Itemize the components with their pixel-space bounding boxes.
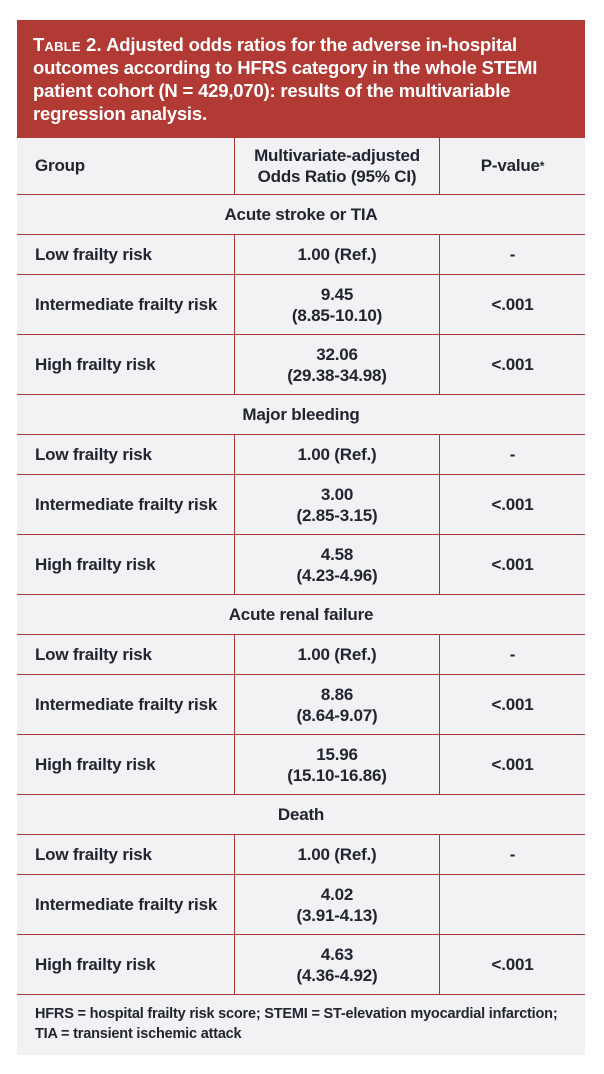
table-row: Low frailty risk 1.00 (Ref.) - (17, 235, 585, 275)
row-odds-ratio: 1.00 (Ref.) (235, 235, 440, 274)
row-pvalue: <.001 (491, 754, 534, 774)
table-row: Low frailty risk 1.00 (Ref.) - (17, 835, 585, 875)
row-odds-ratio: 8.86 (8.64-9.07) (235, 675, 440, 734)
section-header-renal: Acute renal failure (17, 595, 585, 635)
odds-ratio-ci: (8.64-9.07) (296, 705, 378, 725)
table-row: High frailty risk 4.58 (4.23-4.96) <.001 (17, 535, 585, 595)
table-header-row: Group Multivariate-adjusted Odds Ratio (… (17, 138, 585, 195)
row-group-label: Intermediate frailty risk (17, 275, 235, 334)
odds-ratio-value: 4.58 (320, 544, 354, 564)
odds-ratio-ci: (4.36-4.92) (296, 965, 378, 985)
row-odds-ratio: 4.02 (3.91-4.13) (235, 875, 440, 934)
odds-ratio-value: 32.06 (316, 344, 358, 364)
table-row: Intermediate frailty risk 4.02 (3.91-4.1… (17, 875, 585, 935)
table-row: Intermediate frailty risk 3.00 (2.85-3.1… (17, 475, 585, 535)
column-header-odds-ratio: Multivariate-adjusted Odds Ratio (95% CI… (235, 138, 440, 194)
row-odds-ratio: 4.63 (4.36-4.92) (235, 935, 440, 994)
odds-ratio-value: 8.86 (320, 684, 354, 704)
odds-ratio-value: 15.96 (316, 744, 358, 764)
row-odds-ratio: 4.58 (4.23-4.96) (235, 535, 440, 594)
odds-ratio-value: 4.63 (320, 944, 354, 964)
table-title-text: Adjusted odds ratios for the adverse in-… (33, 34, 538, 124)
row-group-label: High frailty risk (17, 335, 235, 394)
row-group-label: High frailty risk (17, 735, 235, 794)
table-row: Intermediate frailty risk 8.86 (8.64-9.0… (17, 675, 585, 735)
odds-ratio-ci: (15.10-16.86) (287, 765, 387, 785)
odds-ratio-ci: (4.23-4.96) (296, 565, 378, 585)
section-header-death: Death (17, 795, 585, 835)
row-pvalue: <.001 (491, 354, 534, 374)
row-pvalue: <.001 (491, 694, 534, 714)
table-row: Intermediate frailty risk 9.45 (8.85-10.… (17, 275, 585, 335)
row-group-label: Intermediate frailty risk (17, 875, 235, 934)
row-group-label: High frailty risk (17, 535, 235, 594)
odds-ratio-value: 9.45 (320, 284, 354, 304)
row-odds-ratio: 3.00 (2.85-3.15) (235, 475, 440, 534)
row-group-label: Low frailty risk (17, 835, 235, 874)
row-odds-ratio: 32.06 (29.38-34.98) (235, 335, 440, 394)
row-pvalue: <.001 (491, 494, 534, 514)
table-row: High frailty risk 32.06 (29.38-34.98) <.… (17, 335, 585, 395)
row-group-label: Low frailty risk (17, 435, 235, 474)
row-group-label: Low frailty risk (17, 235, 235, 274)
column-header-pvalue: P-value * (480, 156, 545, 175)
odds-ratio-ci: (29.38-34.98) (287, 365, 387, 385)
row-pvalue: - (509, 444, 516, 464)
odds-ratio-value: 1.00 (Ref.) (297, 645, 377, 664)
column-header-group: Group (17, 138, 235, 194)
row-odds-ratio: 1.00 (Ref.) (235, 435, 440, 474)
row-group-label: Intermediate frailty risk (17, 675, 235, 734)
odds-ratio-value: 1.00 (Ref.) (297, 845, 377, 864)
row-group-label: Low frailty risk (17, 635, 235, 674)
row-odds-ratio: 1.00 (Ref.) (235, 835, 440, 874)
section-header-stroke: Acute stroke or TIA (17, 195, 585, 235)
table-title-banner: Table 2. Adjusted odds ratios for the ad… (17, 20, 585, 138)
table-footnote: HFRS = hospital frailty risk score; STEM… (17, 995, 585, 1055)
odds-ratio-ci: (8.85-10.10) (291, 305, 383, 325)
odds-ratio-ci: (3.91-4.13) (296, 905, 378, 925)
row-group-label: Intermediate frailty risk (17, 475, 235, 534)
section-header-bleeding: Major bleeding (17, 395, 585, 435)
row-pvalue: <.001 (491, 294, 534, 314)
table-number-label: Table 2. (33, 34, 102, 55)
table-row: High frailty risk 4.63 (4.36-4.92) <.001 (17, 935, 585, 995)
table-row: High frailty risk 15.96 (15.10-16.86) <.… (17, 735, 585, 795)
row-pvalue: - (509, 244, 516, 264)
odds-ratio-value: 3.00 (320, 484, 354, 504)
row-pvalue: <.001 (491, 954, 534, 974)
odds-ratio-ci: (2.85-3.15) (296, 505, 378, 525)
row-pvalue: - (509, 844, 516, 864)
row-pvalue: <.001 (491, 554, 534, 574)
row-group-label: High frailty risk (17, 935, 235, 994)
row-odds-ratio: 15.96 (15.10-16.86) (235, 735, 440, 794)
table-row: Low frailty risk 1.00 (Ref.) - (17, 635, 585, 675)
results-table: Group Multivariate-adjusted Odds Ratio (… (17, 138, 585, 995)
row-pvalue: - (509, 644, 516, 664)
row-odds-ratio: 9.45 (8.85-10.10) (235, 275, 440, 334)
odds-ratio-value: 1.00 (Ref.) (297, 245, 377, 264)
table-row: Low frailty risk 1.00 (Ref.) - (17, 435, 585, 475)
odds-ratio-value: 1.00 (Ref.) (297, 445, 377, 464)
pvalue-header-text: P-value (480, 156, 540, 175)
odds-ratio-value: 4.02 (320, 884, 354, 904)
row-pvalue (440, 875, 585, 934)
row-odds-ratio: 1.00 (Ref.) (235, 635, 440, 674)
